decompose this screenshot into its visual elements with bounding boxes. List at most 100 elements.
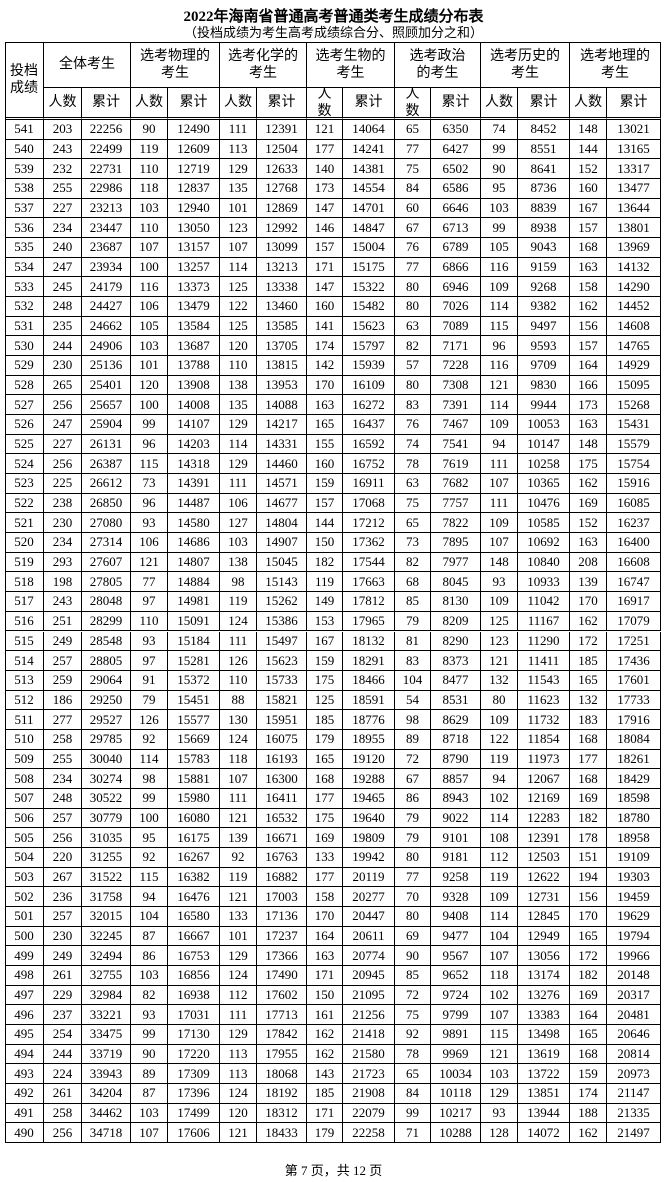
- table-cell: 16580: [168, 906, 220, 927]
- table-cell: 114: [481, 395, 518, 416]
- table-cell: 73: [131, 474, 168, 494]
- table-cell: 502: [5, 887, 44, 907]
- table-cell: 29527: [82, 710, 131, 730]
- table-cell: 159: [570, 1064, 607, 1084]
- table-cell: 17068: [343, 493, 395, 514]
- table-cell: 92: [395, 1024, 431, 1045]
- table-cell: 15497: [257, 631, 307, 652]
- subheader-cell: 累计: [168, 88, 220, 120]
- table-cell: 20646: [607, 1024, 661, 1045]
- table-cell: 21723: [343, 1064, 395, 1084]
- table-cell: 21256: [343, 1005, 395, 1025]
- table-cell: 19288: [343, 769, 395, 789]
- table-cell: 13373: [168, 277, 220, 298]
- table-cell: 261: [44, 965, 82, 986]
- table-cell: 167: [570, 198, 607, 219]
- table-cell: 9891: [431, 1024, 481, 1045]
- table-cell: 32245: [82, 926, 131, 947]
- table-cell: 15821: [257, 690, 307, 711]
- table-cell: 9652: [431, 965, 481, 986]
- table-cell: 107: [481, 533, 518, 553]
- table-cell: 157: [570, 218, 607, 239]
- table-cell: 148: [481, 552, 518, 573]
- table-cell: 12504: [257, 139, 307, 160]
- table-cell: 104: [131, 906, 168, 927]
- table-cell: 160: [570, 179, 607, 199]
- table-cell: 494: [5, 1044, 44, 1065]
- table-cell: 22256: [82, 120, 131, 140]
- table-cell: 175: [307, 670, 343, 691]
- table-cell: 10118: [431, 1083, 481, 1104]
- table-cell: 177: [307, 788, 343, 809]
- table-cell: 15045: [257, 552, 307, 573]
- table-cell: 11543: [518, 670, 570, 691]
- header-cell: 选考物理的考生: [131, 42, 220, 88]
- table-cell: 19303: [607, 867, 661, 888]
- table-cell: 33943: [82, 1064, 131, 1084]
- table-cell: 255: [44, 179, 82, 199]
- table-cell: 25401: [82, 375, 131, 396]
- table-cell: 17544: [343, 552, 395, 573]
- table-cell: 15623: [343, 316, 395, 337]
- table-cell: 179: [307, 729, 343, 750]
- table-cell: 112: [481, 847, 518, 868]
- table-cell: 507: [5, 788, 44, 809]
- table-cell: 16193: [257, 749, 307, 770]
- table-cell: 116: [481, 356, 518, 376]
- table-cell: 15004: [343, 238, 395, 258]
- table-cell: 106: [220, 493, 257, 514]
- table-cell: 170: [570, 906, 607, 927]
- table-cell: 107: [481, 1005, 518, 1025]
- table-cell: 27314: [82, 533, 131, 553]
- table-cell: 160: [307, 297, 343, 317]
- table-cell: 80: [395, 297, 431, 317]
- table-cell: 99: [481, 139, 518, 160]
- table-cell: 21497: [607, 1123, 661, 1143]
- table-cell: 19809: [343, 828, 395, 848]
- table-cell: 30274: [82, 769, 131, 789]
- table-cell: 513: [5, 670, 44, 691]
- table-cell: 119: [220, 867, 257, 888]
- table-cell: 31758: [82, 887, 131, 907]
- table-cell: 10053: [518, 415, 570, 435]
- table-cell: 119: [220, 592, 257, 612]
- table-cell: 15577: [168, 710, 220, 730]
- table-cell: 60: [395, 198, 431, 219]
- header-cell: 选考化学的考生: [220, 42, 307, 88]
- table-cell: 87: [131, 1083, 168, 1104]
- table-cell: 169: [570, 788, 607, 809]
- table-cell: 80: [395, 847, 431, 868]
- table-cell: 172: [570, 631, 607, 652]
- page-footer: 第 7 页，共 12 页: [284, 1163, 383, 1178]
- table-cell: 71: [395, 1123, 431, 1143]
- table-cell: 93: [131, 513, 168, 534]
- table-cell: 13174: [518, 965, 570, 986]
- table-cell: 258: [44, 729, 82, 750]
- table-cell: 20774: [343, 946, 395, 966]
- table-cell: 125: [220, 316, 257, 337]
- table-cell: 165: [570, 670, 607, 691]
- table-cell: 170: [307, 906, 343, 927]
- table-cell: 107: [131, 1123, 168, 1143]
- table-cell: 15783: [168, 749, 220, 770]
- table-cell: 107: [220, 238, 257, 258]
- table-cell: 198: [44, 572, 82, 593]
- table-cell: 148: [570, 120, 607, 140]
- table-cell: 182: [570, 808, 607, 829]
- table-cell: 523: [5, 474, 44, 494]
- table-cell: 230: [44, 356, 82, 376]
- table-cell: 150: [307, 533, 343, 553]
- table-cell: 9497: [518, 316, 570, 337]
- table-cell: 27805: [82, 572, 131, 593]
- table-cell: 208: [570, 552, 607, 573]
- table-cell: 15623: [257, 651, 307, 671]
- table-cell: 96: [131, 434, 168, 455]
- table-cell: 165: [307, 415, 343, 435]
- table-cell: 112: [220, 985, 257, 1006]
- table-cell: 230: [44, 926, 82, 947]
- table-cell: 28548: [82, 631, 131, 652]
- table-cell: 16938: [168, 985, 220, 1006]
- table-cell: 23213: [82, 198, 131, 219]
- table-cell: 18955: [343, 729, 395, 750]
- table-cell: 17436: [607, 651, 661, 671]
